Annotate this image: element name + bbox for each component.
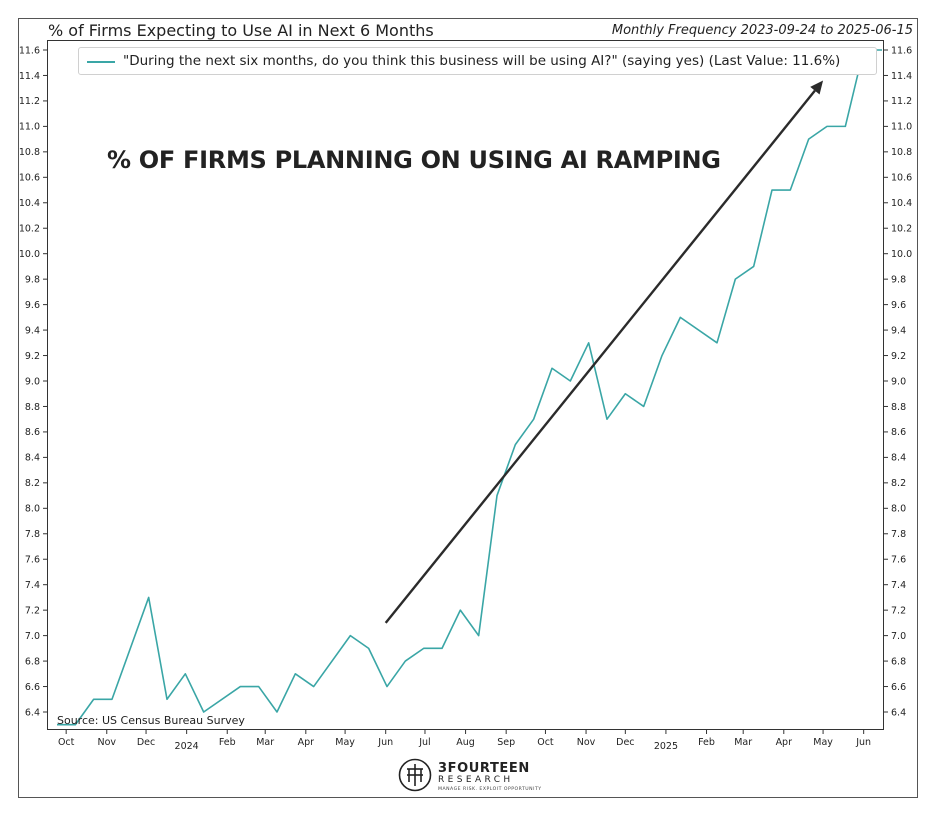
y-tick-label-right: 10.8: [891, 147, 912, 158]
y-tick-label-left: 8.2: [25, 478, 40, 489]
y-tick-label-left: 10.4: [19, 198, 40, 209]
y-tick-label-left: 9.0: [25, 376, 40, 387]
series-line: [57, 49, 882, 726]
x-tick-label: Nov: [577, 737, 596, 748]
x-tick-label: Dec: [616, 737, 634, 748]
y-tick-label-right: 9.2: [891, 351, 906, 362]
y-tick-label-right: 8.2: [891, 478, 906, 489]
y-tick-label-right: 9.0: [891, 376, 906, 387]
y-tick-label-left: 8.0: [25, 504, 40, 515]
legend-swatch: [87, 61, 115, 63]
y-tick-label-left: 9.2: [25, 351, 40, 362]
y-tick-label-left: 10.6: [19, 173, 40, 184]
trend-arrow-shaft: [384, 89, 816, 624]
y-tick-label-left: 11.4: [19, 71, 40, 82]
x-tick-label: Oct: [58, 737, 75, 748]
y-axis-right: 6.4 6.6 6.8 7.0 7.2 7.4 7.6 7.8 8.0 8.2 8.4 8.6 8.8 9…: [884, 45, 912, 718]
logo-subtitle: RESEARCH: [438, 775, 514, 785]
y-tick-label-right: 9.8: [891, 274, 906, 285]
x-tick-label: May: [335, 737, 355, 748]
y-tick-label-right: 8.6: [891, 427, 906, 438]
x-tick-label: Mar: [256, 737, 274, 748]
y-tick-label-left: 10.8: [19, 147, 40, 158]
x-tick-label: Apr: [776, 737, 793, 748]
y-tick-label-right: 8.8: [891, 402, 906, 413]
x-axis: Oct Nov Dec 2024 Feb Mar Apr May Jun Jul Aug Sep Oct…: [58, 730, 871, 752]
y-tick-label-left: 8.8: [25, 402, 40, 413]
y-tick-label-left: 7.2: [25, 605, 40, 616]
annotation-text: % OF FIRMS PLANNING ON USING AI RAMPING: [107, 146, 721, 174]
y-tick-label-right: 7.4: [891, 580, 906, 591]
x-tick-label: Oct: [537, 737, 554, 748]
legend: "During the next six months, do you thin…: [78, 47, 877, 75]
y-tick-label-right: 10.0: [891, 249, 912, 260]
logo-mark-icon: [398, 758, 432, 792]
y-tick-label-right: 11.2: [891, 96, 912, 107]
logo-name: 3FOURTEEN: [438, 761, 530, 776]
plot-area: [47, 40, 884, 730]
frequency-label: Monthly Frequency 2023-09-24 to 2025-06-…: [611, 23, 913, 38]
x-tick-label: May: [813, 737, 833, 748]
x-tick-label: Nov: [97, 737, 116, 748]
series-layer: [56, 49, 883, 726]
y-tick-label-left: 7.8: [25, 529, 40, 540]
y-tick-label-right: 10.4: [891, 198, 912, 209]
y-tick-label-right: 9.6: [891, 300, 906, 311]
y-tick-label-right: 8.4: [891, 453, 906, 464]
x-tick-label: Feb: [219, 737, 236, 748]
y-axis-left: 6.4 6.6 6.8 7.0 7.2 7.4 7.6 7.8 8.0 8.2 8.4 8.6 8.8 9…: [19, 45, 47, 718]
y-tick-label-left: 11.0: [19, 122, 40, 133]
y-tick-label-left: 7.4: [25, 580, 40, 591]
source-note: Source: US Census Bureau Survey: [57, 714, 245, 727]
y-tick-label-right: 9.4: [891, 325, 906, 336]
y-tick-label-right: 11.0: [891, 122, 912, 133]
x-tick-label: Mar: [734, 737, 752, 748]
chart-title: % of Firms Expecting to Use AI in Next 6…: [48, 21, 434, 40]
y-tick-label-left: 6.8: [25, 656, 40, 667]
x-tick-year-label: 2024: [175, 741, 199, 752]
y-tick-label-left: 9.6: [25, 300, 40, 311]
x-tick-label: Dec: [137, 737, 155, 748]
y-tick-label-right: 6.8: [891, 656, 906, 667]
chart-frame: [18, 18, 918, 798]
y-tick-label-left: 7.0: [25, 631, 40, 642]
x-tick-year-label: 2025: [654, 741, 678, 752]
y-tick-label-right: 10.2: [891, 224, 912, 235]
y-tick-label-left: 9.4: [25, 325, 40, 336]
trend-arrow-head: [810, 80, 824, 95]
x-tick-label: Apr: [298, 737, 315, 748]
legend-label: "During the next six months, do you thin…: [123, 53, 841, 69]
y-tick-label-left: 11.2: [19, 96, 40, 107]
y-tick-label-right: 11.4: [891, 71, 912, 82]
y-tick-label-right: 7.6: [891, 555, 906, 566]
y-tick-label-left: 6.6: [25, 682, 40, 693]
brand-logo: 3FOURTEEN RESEARCH MANAGE RISK. EXPLOIT …: [398, 758, 541, 794]
y-tick-label-left: 10.0: [19, 249, 40, 260]
x-tick-label: Jun: [377, 737, 393, 748]
y-tick-label-right: 8.0: [891, 504, 906, 515]
y-tick-label-right: 7.2: [891, 605, 906, 616]
y-tick-label-left: 7.6: [25, 555, 40, 566]
y-tick-label-right: 10.6: [891, 173, 912, 184]
x-tick-label: Feb: [698, 737, 715, 748]
x-tick-label: Aug: [456, 737, 475, 748]
y-tick-label-left: 6.4: [25, 707, 40, 718]
y-tick-label-left: 11.6: [19, 45, 40, 56]
trend-arrow-layer: [384, 80, 824, 624]
y-tick-label-left: 8.4: [25, 453, 40, 464]
x-tick-label: Sep: [497, 737, 515, 748]
y-tick-label-left: 10.2: [19, 224, 40, 235]
y-tick-label-right: 7.0: [891, 631, 906, 642]
y-tick-label-left: 8.6: [25, 427, 40, 438]
y-tick-label-right: 7.8: [891, 529, 906, 540]
y-tick-label-right: 6.6: [891, 682, 906, 693]
y-tick-label-right: 11.6: [891, 45, 912, 56]
y-tick-label-left: 9.8: [25, 274, 40, 285]
logo-tagline: MANAGE RISK. EXPLOIT OPPORTUNITY: [438, 787, 542, 792]
x-tick-label: Jul: [418, 737, 430, 748]
y-tick-label-right: 6.4: [891, 707, 906, 718]
x-tick-label: Jun: [855, 737, 871, 748]
